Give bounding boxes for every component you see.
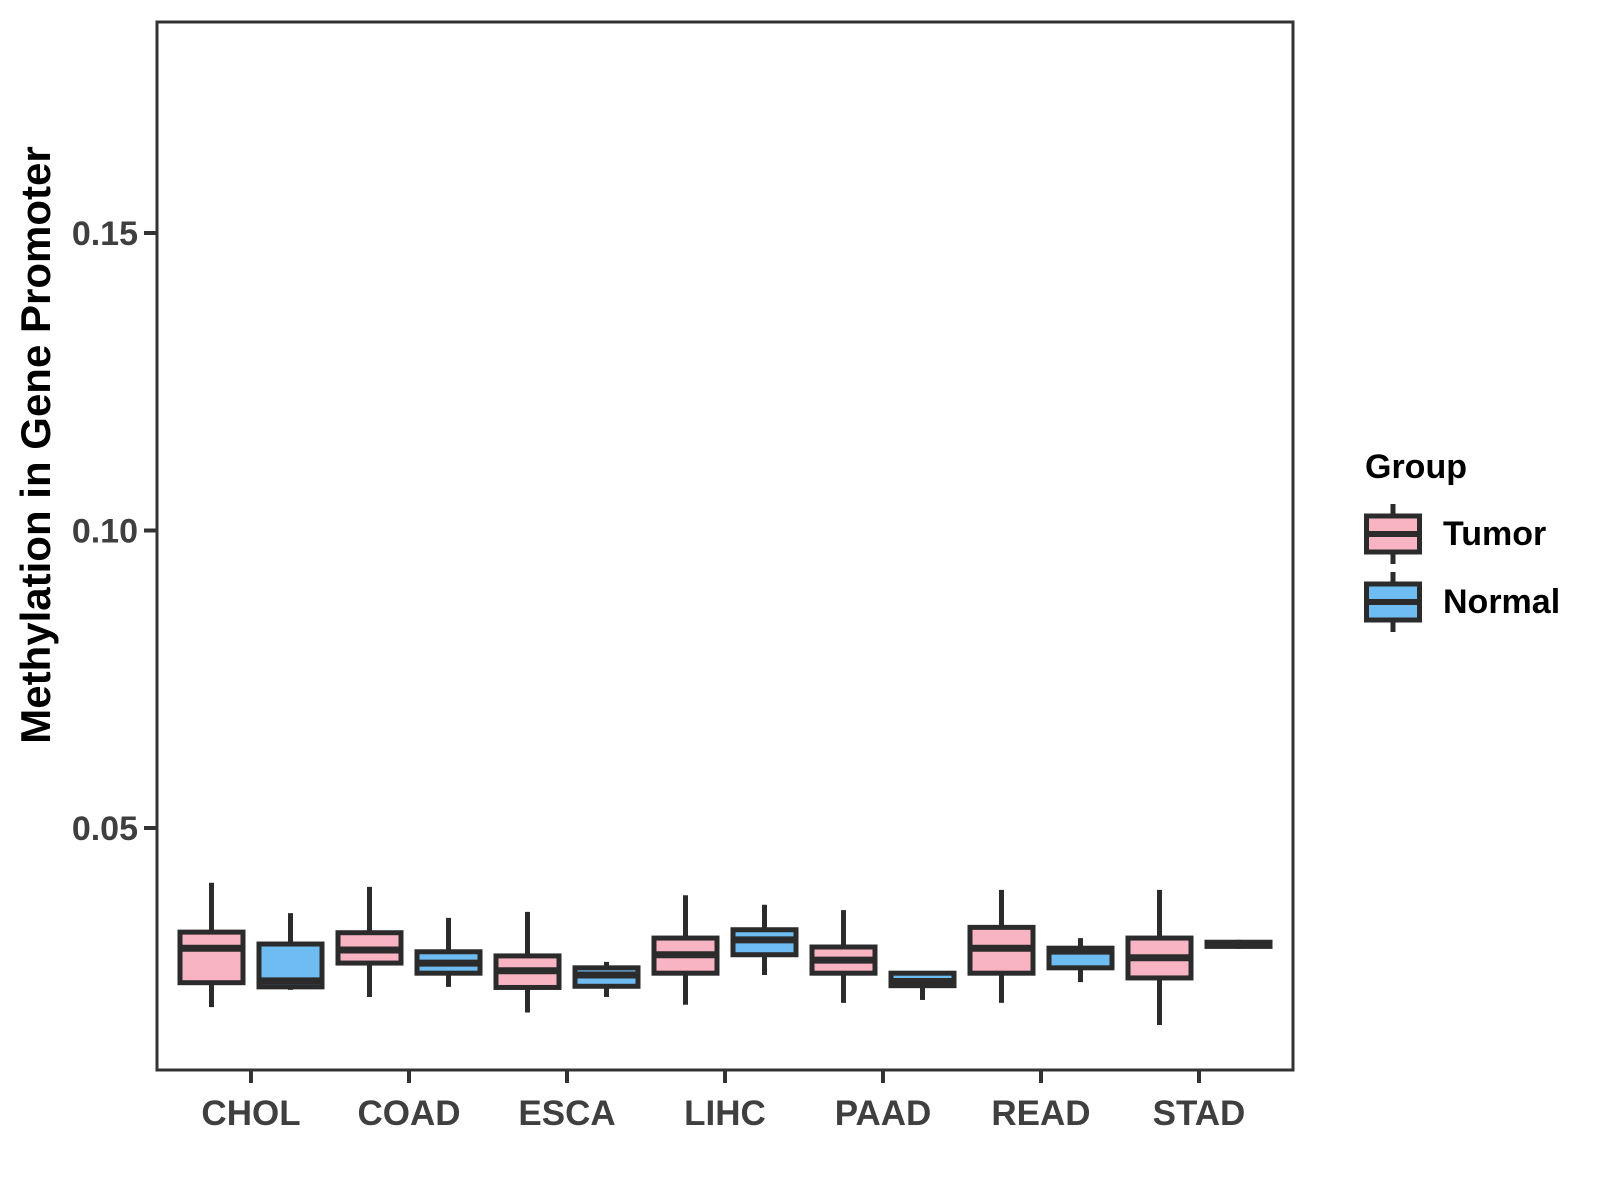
legend-label-normal: Normal <box>1443 582 1561 621</box>
x-category-label: COAD <box>357 1094 460 1133</box>
x-category-label: READ <box>991 1094 1090 1133</box>
x-category-label: ESCA <box>518 1094 615 1133</box>
legend-label-tumor: Tumor <box>1443 514 1547 553</box>
x-category-label: PAAD <box>835 1094 932 1133</box>
x-category-label: LIHC <box>684 1094 766 1133</box>
y-tick-label: 0.05 <box>72 810 138 848</box>
normal-boxplot-key-icon <box>1364 572 1422 632</box>
box-tumor-chol <box>177 929 246 986</box>
y-tick-label: 0.10 <box>72 512 138 550</box>
y-axis-title: Methylation in Gene Promoter <box>12 146 59 744</box>
legend-entry-normal: Normal <box>1363 568 1560 636</box>
y-tick-label: 0.15 <box>72 215 138 253</box>
legend-entry-tumor: Tumor <box>1363 500 1560 568</box>
x-category-label: STAD <box>1153 1094 1246 1133</box>
plot-panel <box>155 20 1295 1072</box>
tumor-boxplot-key-icon <box>1364 504 1422 564</box>
x-category-label: CHOL <box>201 1094 300 1133</box>
legend-title: Group <box>1365 448 1467 486</box>
legend: Group Tumor Normal <box>1363 446 1560 636</box>
